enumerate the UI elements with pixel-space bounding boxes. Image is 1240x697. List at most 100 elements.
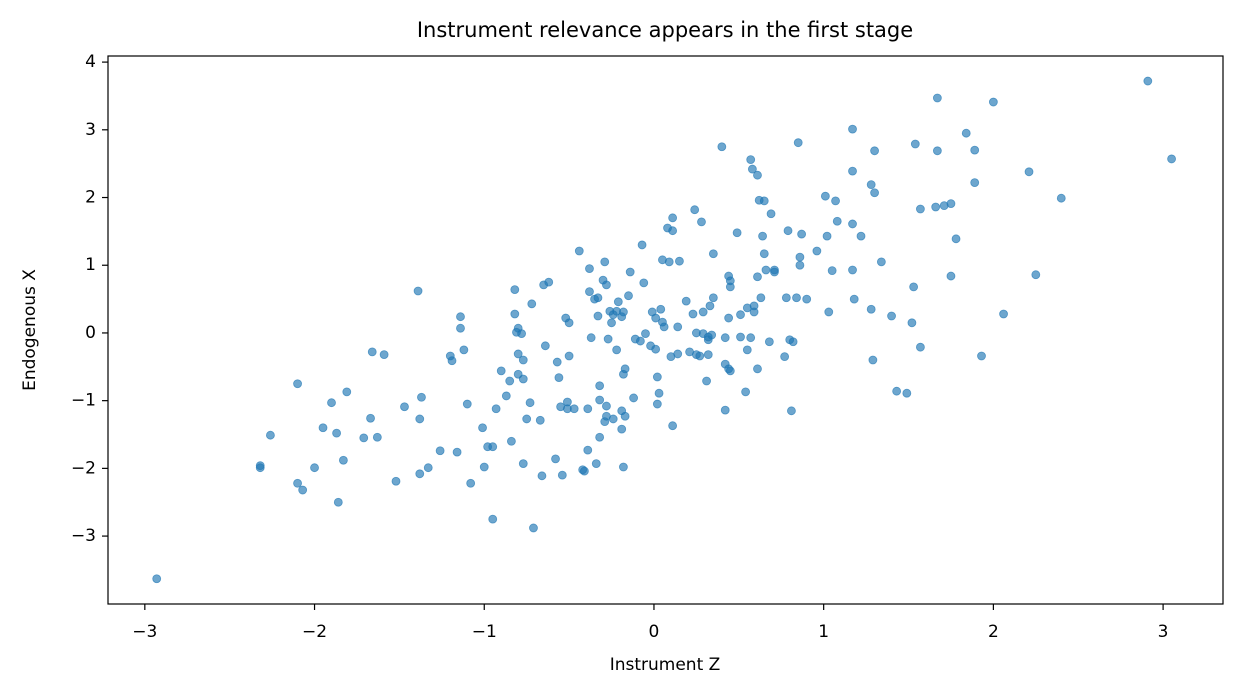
- scatter-point: [583, 445, 593, 455]
- scatter-point: [518, 355, 528, 365]
- scatter-point: [766, 209, 776, 219]
- scatter-point: [961, 128, 971, 138]
- scatter-point: [690, 205, 700, 215]
- scatter-point: [593, 311, 603, 321]
- y-tick-label: 3: [85, 120, 96, 140]
- scatter-point: [827, 266, 837, 276]
- scatter-point: [591, 459, 601, 469]
- scatter-point: [620, 364, 630, 374]
- x-tick-label: −2: [302, 622, 327, 642]
- scatter-point: [293, 379, 302, 389]
- scatter-point: [583, 404, 593, 414]
- scatter-point: [625, 267, 635, 277]
- x-tick-label: 0: [649, 622, 660, 642]
- scatter-point: [554, 373, 564, 383]
- scatter-point: [608, 414, 618, 424]
- scatter-point: [717, 142, 727, 152]
- scatter-point: [620, 411, 630, 421]
- scatter-point: [970, 145, 980, 155]
- scatter-point: [417, 392, 426, 402]
- scatter-point: [849, 294, 859, 304]
- scatter-point: [462, 399, 472, 409]
- scatter-point: [831, 196, 840, 206]
- scatter-point: [673, 322, 683, 332]
- scatter-point: [749, 301, 759, 311]
- scatter-point: [372, 432, 382, 442]
- scatter-point: [593, 293, 603, 303]
- scatter-point: [456, 312, 465, 322]
- scatter-point: [780, 352, 790, 362]
- scatter-point: [400, 402, 409, 412]
- scatter-point: [1056, 193, 1066, 203]
- scatter-point: [415, 469, 425, 479]
- scatter-point: [866, 180, 876, 190]
- scatter-point: [698, 307, 708, 317]
- scatter-point: [507, 436, 516, 446]
- chart-title: Instrument relevance appears in the firs…: [417, 18, 913, 42]
- scatter-point: [916, 342, 925, 352]
- scatter-point: [574, 246, 584, 256]
- scatter-point: [518, 374, 528, 384]
- axes-frame: [107, 55, 1224, 605]
- scatter-point: [866, 304, 876, 314]
- scatter-point: [452, 447, 462, 457]
- scatter-point: [902, 388, 912, 398]
- scatter-point: [654, 388, 664, 398]
- scatter-point: [787, 406, 796, 416]
- scatter-point: [977, 351, 986, 361]
- scatter-point: [564, 318, 574, 328]
- scatter-point: [664, 257, 674, 267]
- scatter-point: [746, 155, 756, 165]
- scatter-point: [603, 334, 613, 344]
- scatter-point: [652, 399, 662, 409]
- scatter-point: [525, 398, 535, 408]
- y-tick-label: 4: [85, 52, 96, 72]
- plot-area: [152, 76, 1176, 584]
- scatter-point: [327, 398, 336, 408]
- scatter-point: [756, 293, 766, 303]
- scatter-point: [795, 252, 805, 262]
- scatter-point: [668, 213, 678, 223]
- scatter-point: [797, 229, 807, 239]
- scatter-point: [652, 372, 662, 382]
- y-tick-label: −2: [71, 458, 96, 478]
- scatter-point: [802, 294, 812, 304]
- scatter-point: [736, 332, 745, 342]
- scatter-point: [152, 574, 162, 584]
- scatter-point: [585, 287, 594, 297]
- scatter-point: [907, 318, 917, 328]
- scatter-point: [970, 178, 980, 188]
- scatter-point: [510, 309, 520, 319]
- scatter-point: [856, 231, 866, 241]
- scatter-point: [544, 277, 554, 287]
- scatter-point: [1167, 154, 1176, 164]
- scatter-point: [585, 264, 594, 274]
- x-axis-label: Instrument Z: [610, 655, 721, 675]
- scatter-point: [641, 329, 650, 339]
- scatter-point: [612, 345, 622, 355]
- scatter-point: [359, 433, 369, 443]
- scatter-point: [255, 463, 265, 473]
- scatter-point: [518, 459, 528, 469]
- scatter-point: [413, 286, 423, 296]
- scatter-point: [747, 164, 757, 174]
- scatter-point: [579, 466, 589, 476]
- scatter-point: [1143, 76, 1153, 86]
- scatter-point: [758, 231, 767, 241]
- scatter-point: [742, 345, 752, 355]
- y-tick-label: 0: [85, 323, 96, 343]
- scatter-point: [338, 455, 348, 465]
- scatter-point: [820, 191, 830, 201]
- scatter-point: [848, 219, 857, 229]
- scatter-point: [501, 391, 511, 401]
- scatter-point: [552, 357, 562, 367]
- scatter-point: [759, 196, 769, 206]
- scatter-point: [759, 249, 769, 259]
- scatter-point: [602, 280, 611, 290]
- y-tick-label: 1: [85, 255, 96, 275]
- scatter-point: [651, 344, 661, 354]
- scatter-point: [527, 299, 537, 309]
- scatter-point: [824, 307, 834, 317]
- scatter-point: [466, 478, 476, 488]
- scatter-point: [724, 313, 734, 323]
